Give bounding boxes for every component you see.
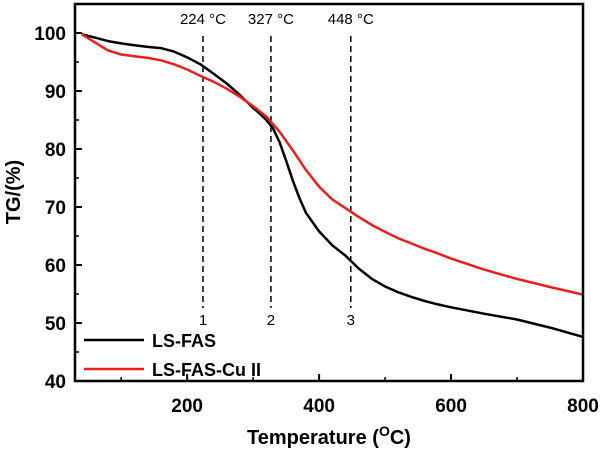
x-tick-label: 400 bbox=[303, 396, 335, 417]
annotation-marker-2: 2 bbox=[267, 312, 275, 329]
x-axis-label: Temperature (OC) bbox=[247, 423, 411, 449]
annotation-temp-2: 327 °C bbox=[248, 11, 294, 28]
legend-label-ls-fas-cu: LS-FAS-Cu II bbox=[152, 360, 261, 380]
series-line-ls-fas-cu-ii bbox=[80, 33, 583, 296]
y-tick-label: 70 bbox=[45, 198, 66, 219]
plot-frame bbox=[73, 2, 585, 383]
annotation-temp-3: 448 °C bbox=[328, 11, 374, 28]
y-tick-label: 50 bbox=[45, 314, 66, 335]
legend-label-ls-fas: LS-FAS bbox=[152, 331, 216, 351]
x-tick-label: 200 bbox=[171, 396, 203, 417]
x-tick-label: 600 bbox=[435, 396, 467, 417]
annotation-marker-3: 3 bbox=[347, 312, 355, 329]
annotation-marker-1: 1 bbox=[199, 312, 207, 329]
y-tick-label: 100 bbox=[34, 24, 66, 45]
legend: LS-FAS LS-FAS-Cu II bbox=[84, 331, 261, 380]
x-tick-label: 800 bbox=[567, 396, 599, 417]
y-axis-label: TG/(%) bbox=[3, 160, 25, 224]
annotation-temp-1: 224 °C bbox=[180, 11, 226, 28]
series-line-ls-fas bbox=[81, 32, 583, 339]
y-tick-label: 90 bbox=[45, 82, 66, 103]
y-tick-label: 40 bbox=[45, 372, 66, 393]
y-tick-label: 80 bbox=[45, 140, 66, 161]
y-tick-label: 60 bbox=[45, 256, 66, 277]
